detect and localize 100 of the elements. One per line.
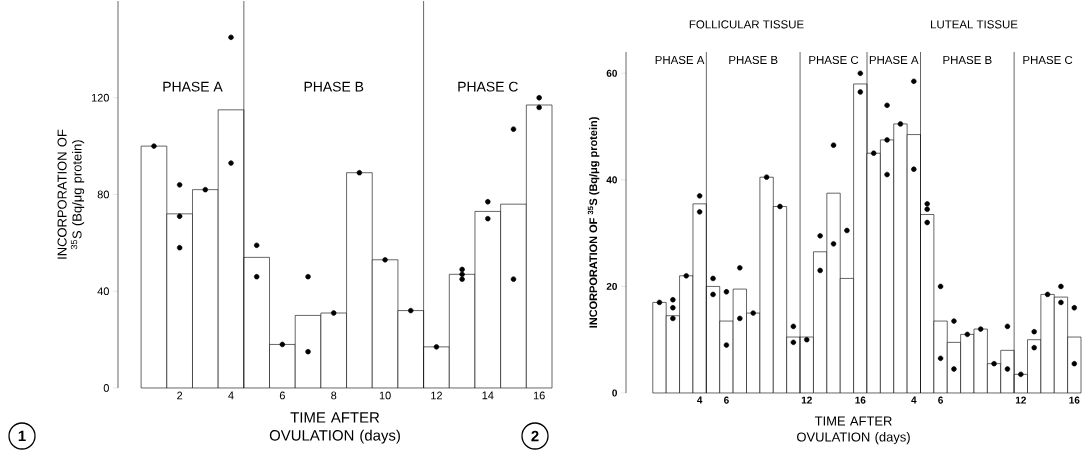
point: [1031, 345, 1037, 351]
point: [228, 160, 234, 166]
annotation: PHASE A: [163, 81, 223, 92]
point: [830, 142, 837, 148]
y-tick-label: 0: [612, 389, 617, 397]
y-axis-title: INCORPORATION OF $^{35}$S (Bq/μg protein): [57, 129, 85, 259]
point: [1004, 366, 1011, 372]
y-tick-label: 0: [103, 384, 109, 392]
point: [937, 283, 944, 290]
point: [1018, 371, 1024, 378]
point: [790, 339, 797, 346]
point: [911, 166, 917, 172]
y-tick-label: 120: [91, 93, 109, 102]
point: [884, 137, 890, 143]
point: [683, 273, 689, 279]
point: [696, 209, 703, 215]
annotation: PHASE B: [729, 55, 778, 64]
point: [737, 315, 743, 322]
point: [356, 170, 363, 176]
point: [710, 291, 716, 298]
x-tick-label: 6: [279, 391, 285, 400]
point: [536, 95, 542, 101]
annotation: PHASE C: [458, 81, 518, 92]
y-tick-label: 20: [606, 282, 617, 290]
x-tick-label: 2: [177, 391, 183, 400]
point: [951, 318, 957, 324]
y-tick-label: 40: [97, 287, 109, 296]
point: [844, 227, 850, 234]
point: [924, 201, 930, 207]
point: [911, 78, 917, 84]
point: [857, 89, 864, 95]
x-tick-label: 16: [533, 391, 545, 400]
point: [857, 70, 864, 76]
point: [670, 315, 676, 322]
point: [817, 233, 823, 239]
point: [951, 366, 957, 372]
point: [176, 245, 183, 251]
x-tick-label: 12: [801, 396, 812, 404]
point: [176, 182, 183, 188]
x-tick-label: 16: [1069, 396, 1080, 404]
point: [305, 274, 311, 280]
point: [1071, 360, 1078, 367]
point: [408, 307, 414, 314]
x-tick-label: 6: [724, 396, 729, 404]
point: [737, 265, 743, 271]
point: [897, 121, 904, 127]
point: [884, 171, 890, 178]
point: [978, 326, 984, 332]
x-axis-title: TIME AFTER OVULATION (days): [797, 416, 910, 445]
x-axis-title: TIME AFTER OVULATION (days): [269, 412, 400, 444]
point: [991, 360, 997, 367]
point: [202, 186, 209, 193]
annotation: PHASE A: [869, 55, 919, 64]
point: [1044, 291, 1051, 298]
y-axis-title: INCORPORATION OF $^{35}$S (Bq/μg protein): [587, 117, 600, 328]
y-tick-label: 80: [97, 190, 109, 199]
x-tick-label: 4: [911, 396, 917, 404]
annotation: PHASE C: [809, 55, 859, 64]
annotation: PHASE B: [943, 55, 992, 64]
point: [1058, 299, 1064, 306]
annotation: PHASE C: [1023, 55, 1073, 64]
point: [151, 143, 157, 149]
point: [817, 267, 823, 274]
x-tick-label: 10: [379, 391, 391, 400]
point: [459, 271, 465, 277]
point: [253, 242, 260, 248]
chart-title: FOLLICULAR TISSUE: [689, 20, 804, 29]
point: [382, 257, 388, 263]
point: [433, 344, 440, 350]
x-tick-label: 16: [855, 396, 866, 404]
y-tick-label: 40: [606, 176, 617, 184]
x-tick-label: 8: [331, 391, 337, 400]
point: [763, 174, 770, 180]
text: 2: [531, 430, 539, 442]
point: [176, 213, 183, 219]
point: [1058, 283, 1064, 290]
point: [710, 275, 716, 282]
point: [790, 323, 797, 330]
point: [924, 219, 930, 226]
point: [964, 331, 971, 338]
y-tick-label: 60: [606, 69, 617, 77]
chart-title: LUTEAL TISSUE: [931, 20, 1018, 29]
point: [536, 104, 542, 111]
x-tick-label: 12: [1015, 396, 1026, 404]
annotation: PHASE A: [655, 55, 705, 64]
point: [723, 342, 730, 348]
point: [510, 126, 517, 132]
point: [1031, 329, 1037, 335]
point: [723, 289, 730, 295]
point: [279, 341, 286, 348]
point: [510, 276, 517, 282]
x-tick-label: 12: [431, 391, 442, 400]
point: [331, 310, 337, 316]
point: [777, 203, 783, 210]
x-tick-label: 6: [938, 396, 943, 404]
x-tick-label: 4: [228, 391, 234, 400]
point: [253, 274, 260, 280]
point: [937, 355, 944, 362]
point: [804, 337, 810, 343]
x-tick-label: 4: [697, 396, 703, 404]
